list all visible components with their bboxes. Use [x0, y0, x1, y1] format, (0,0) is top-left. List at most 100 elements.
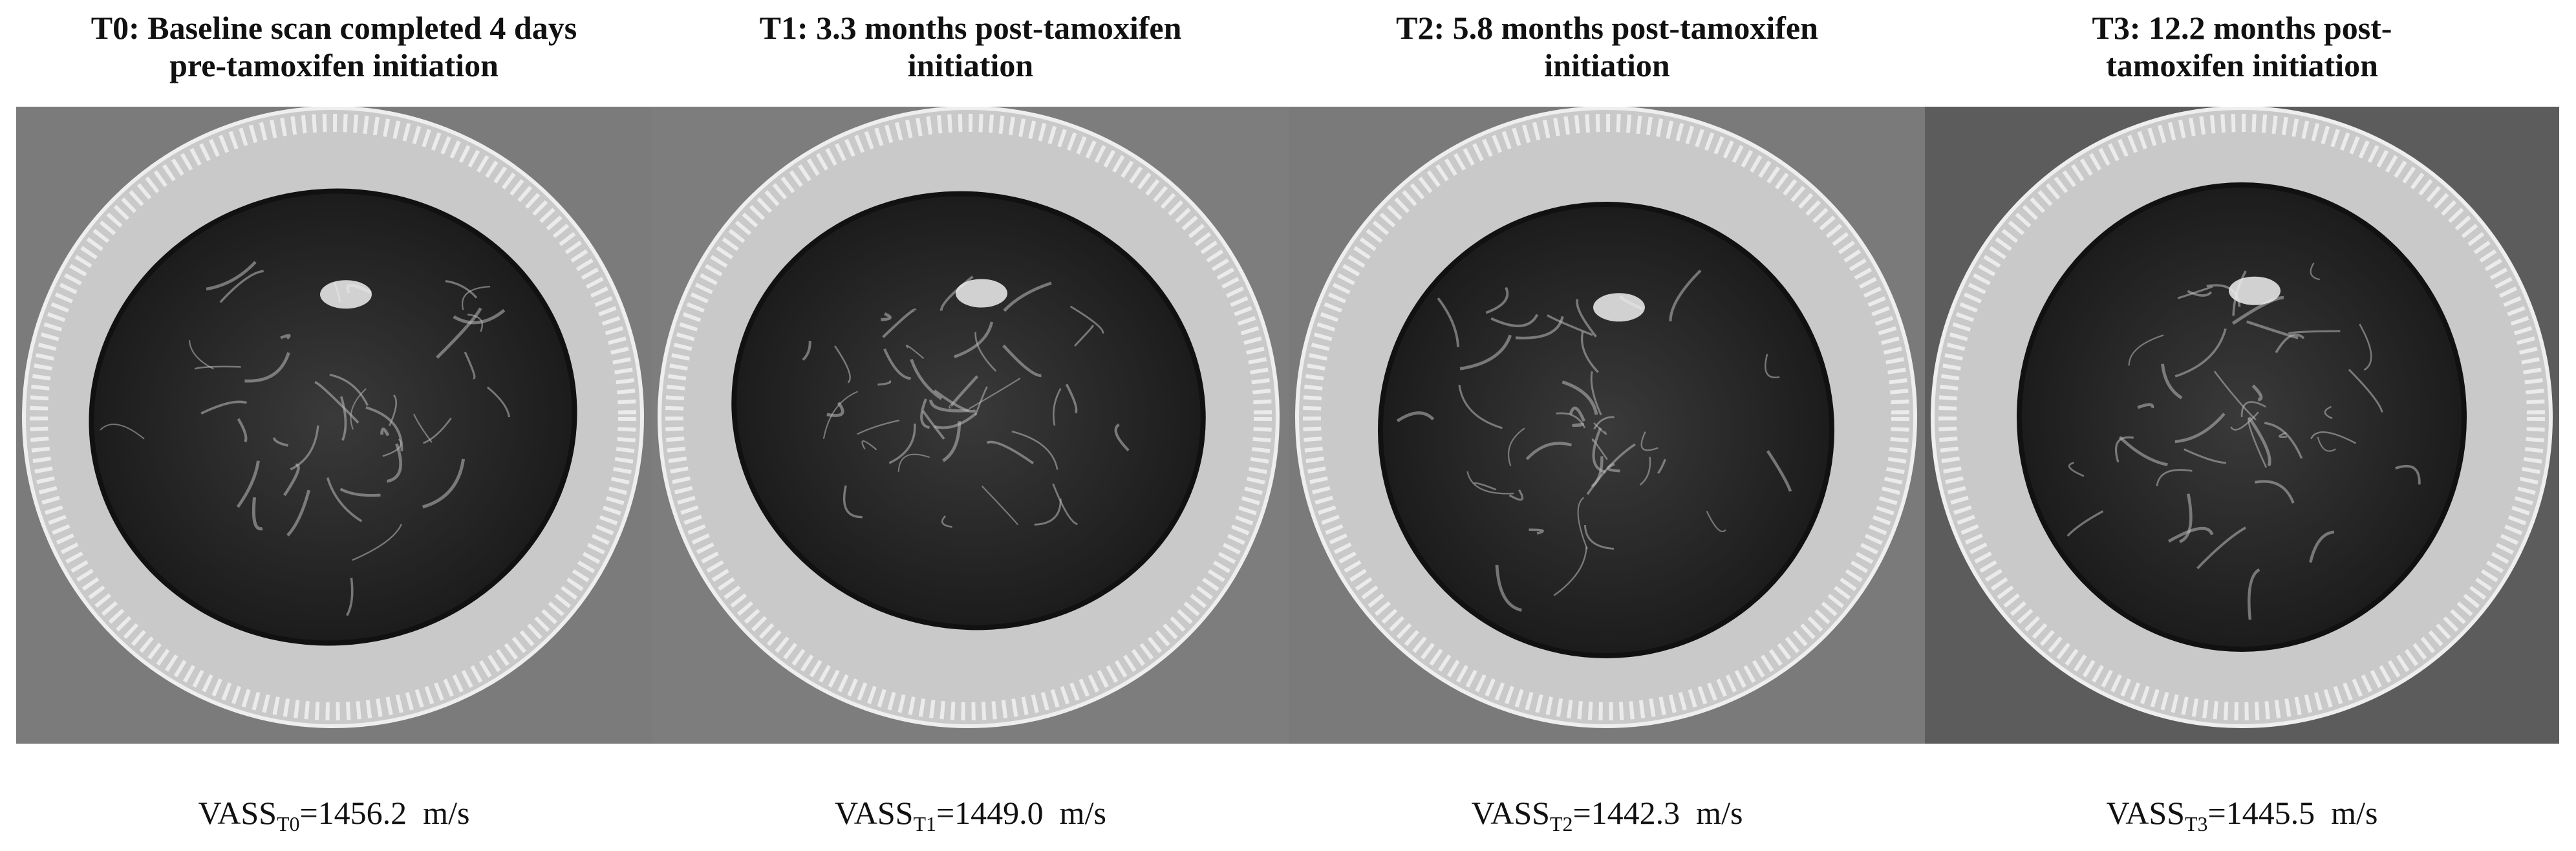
tissue-strand [861, 440, 877, 451]
tissue-strand [1569, 406, 1585, 422]
caption-subscript: T3 [2184, 812, 2208, 835]
tissue-strand [219, 270, 264, 303]
breast-tissue [2022, 188, 2462, 647]
tissue-strand [206, 261, 257, 291]
tissue-strand [2348, 369, 2383, 413]
tissue-strand [413, 413, 433, 443]
tissue-strand [200, 400, 248, 415]
tissue-strand [365, 406, 403, 451]
title-line: tamoxifen initiation [2106, 47, 2378, 83]
caption-value: =1449.0 m/s [936, 795, 1106, 831]
tissue-strand [2196, 526, 2246, 570]
tissue-strand [888, 423, 916, 464]
tissue-strand [1525, 442, 1572, 460]
panel-title: T3: 12.2 months post-tamoxifen initiatio… [1925, 9, 2559, 84]
tissue-strand [1011, 430, 1058, 470]
tissue-strand [2178, 493, 2193, 544]
tissue-strand [1053, 388, 1062, 426]
tissue-strand [1562, 380, 1598, 415]
tissue-strand [1553, 546, 1587, 596]
tissue-strand [2395, 464, 2421, 485]
tissue-strand [802, 340, 811, 361]
tissue-strand [1576, 299, 1597, 338]
tissue-strand [339, 488, 381, 497]
tissue-strand [100, 424, 145, 440]
ring-texture [30, 114, 636, 720]
tissue-strand [2066, 510, 2104, 537]
tissue-strand [2288, 330, 2341, 334]
tissue-strand [1547, 314, 1593, 336]
tissue-strand [1556, 412, 1586, 429]
tissue-strand [2231, 296, 2284, 325]
tissue-strand [423, 417, 452, 444]
tissue-strand [2255, 480, 2295, 504]
tissue-strand [2174, 413, 2226, 444]
title-line: T3: 12.2 months post- [2092, 10, 2392, 46]
tissue-strand [910, 358, 943, 400]
panel-title: T1: 3.3 months post-tamoxifen initiation [652, 9, 1289, 84]
tissue-strand [1003, 281, 1052, 312]
caption-value: =1442.3 m/s [1572, 795, 1743, 831]
tissue-strand [467, 314, 484, 332]
tissue-strand [2187, 290, 2213, 297]
caption-prefix: VASS [835, 795, 914, 831]
dense-spot [320, 280, 372, 309]
tissue-strand [2359, 323, 2372, 371]
title-line: initiation [1544, 47, 1670, 83]
tissue-strand [1639, 457, 1651, 486]
title-line: pre-tamoxifen initiation [169, 47, 499, 83]
tissue-strand [826, 402, 844, 417]
tissue-strand [1065, 383, 1078, 414]
ring-texture [1938, 114, 2545, 720]
tissue-strand [1593, 416, 1615, 430]
caption-prefix: VASS [198, 795, 277, 831]
tissue-strand [244, 352, 290, 383]
tissue-strand [2248, 568, 2260, 620]
tissue-strand [883, 348, 911, 380]
ring-texture [1303, 114, 1909, 720]
tissue-strand [422, 458, 466, 509]
tissue-strand [1069, 305, 1104, 334]
tissue-strand [486, 386, 511, 418]
tissue-strand [2248, 416, 2271, 467]
caption: VASST0=1456.2 m/s [16, 794, 652, 836]
tissue-strand [1669, 269, 1702, 321]
caption-prefix: VASS [1471, 795, 1550, 831]
tissue-strand [940, 275, 974, 311]
tissue-strand [920, 398, 930, 429]
tissue-strand [346, 577, 354, 616]
tissue-strand [236, 460, 260, 508]
title-line: initiation [907, 47, 1034, 83]
caption-subscript: T1 [913, 812, 936, 835]
breast-tissue [94, 193, 572, 641]
tissue-strand [2174, 328, 2227, 378]
tissue-strand [252, 497, 263, 531]
caption-subscript: T0 [276, 812, 300, 835]
tissue-strand [1580, 331, 1599, 373]
dense-spot [1593, 293, 1645, 322]
tissue-strand [237, 418, 248, 443]
tissue-strand [326, 477, 363, 522]
tissue-strand [2248, 417, 2268, 468]
tissue-strand [2230, 411, 2259, 431]
tissue-strand [286, 490, 310, 537]
tissue-strand [2317, 436, 2336, 452]
caption-value: =1445.5 m/s [2207, 795, 2378, 831]
breast-tissue [1383, 207, 1829, 653]
tissue-strand [436, 307, 482, 359]
tissue-strand [934, 389, 977, 413]
tissue-strand [897, 453, 930, 472]
tissue-strand [2251, 384, 2263, 402]
scan-image [1925, 107, 2559, 744]
tissue-strand [2213, 371, 2257, 421]
caption-prefix: VASS [2106, 795, 2185, 831]
tissue-strand [1002, 344, 1042, 378]
tissue-strand [1508, 489, 1524, 501]
scan-image [16, 107, 652, 744]
tissue-strand [194, 365, 241, 370]
tissue-strand [2118, 436, 2168, 466]
tissue-strand [2309, 530, 2335, 563]
tissue-strand [1584, 525, 1615, 550]
tissue-strand [2324, 405, 2333, 420]
tissue-strand [834, 345, 851, 383]
